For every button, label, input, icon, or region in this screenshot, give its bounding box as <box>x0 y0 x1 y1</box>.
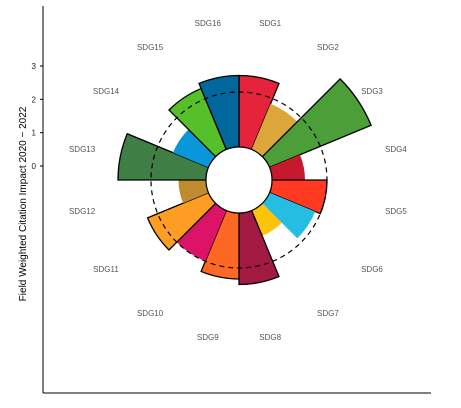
category-label-sdg6: SDG6 <box>361 265 383 274</box>
category-labels: SDG1 SDG2 SDG3 SDG4 SDG5 SDG6 SDG7 SDG8 SDG9 SDG1… <box>69 19 407 342</box>
y-axis-label: Field Weighted Citation Impact 2020 − 20… <box>18 106 29 301</box>
category-label-sdg16: SDG16 <box>195 19 222 28</box>
bar-sdg4 <box>269 154 306 180</box>
bar-sdg10 <box>176 203 227 262</box>
y-tick-label: 1 <box>32 129 37 138</box>
category-label-sdg9: SDG9 <box>197 333 219 342</box>
bar-sdg12 <box>178 180 209 204</box>
category-label-sdg4: SDG4 <box>385 145 407 154</box>
y-tick-label: 3 <box>32 62 37 71</box>
category-label-sdg12: SDG12 <box>69 207 96 216</box>
category-label-sdg2: SDG2 <box>317 43 339 52</box>
bar-sdg6 <box>262 192 316 239</box>
category-label-sdg10: SDG10 <box>137 309 164 318</box>
y-ticks: 0 1 2 3 <box>32 62 43 171</box>
y-tick-label: 0 <box>32 162 37 171</box>
category-label-sdg8: SDG8 <box>259 333 281 342</box>
category-label-sdg5: SDG5 <box>385 207 407 216</box>
category-label-sdg15: SDG15 <box>137 43 164 52</box>
category-label-sdg1: SDG1 <box>259 19 281 28</box>
center-hole <box>205 146 273 214</box>
reference-circle <box>150 91 328 269</box>
bar-sdg2 <box>251 103 298 157</box>
category-label-sdg14: SDG14 <box>93 87 120 96</box>
bar-sdg14 <box>172 129 216 168</box>
category-label-sdg13: SDG13 <box>69 145 96 154</box>
category-label-sdg3: SDG3 <box>361 87 383 96</box>
y-tick-label: 2 <box>32 95 37 104</box>
category-label-sdg11: SDG11 <box>93 265 119 274</box>
category-label-sdg7: SDG7 <box>317 309 339 318</box>
